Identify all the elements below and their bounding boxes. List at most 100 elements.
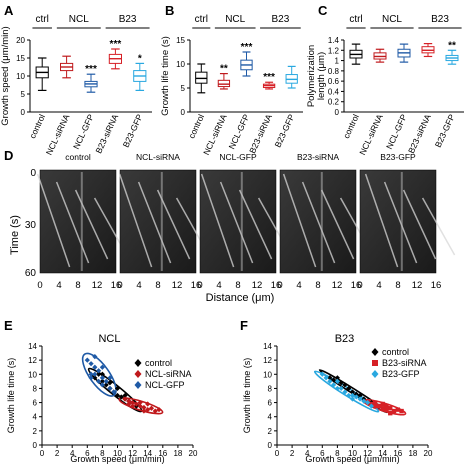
data-point (334, 375, 340, 381)
data-point (141, 408, 147, 414)
y-tick-label: 8 (33, 384, 38, 393)
data-point (141, 404, 147, 411)
kymo-xtick-label: 12 (172, 280, 183, 291)
y-tick-label: 14 (263, 342, 272, 351)
kymo-streak (421, 197, 456, 256)
kymo-xtick-label: 4 (136, 280, 141, 291)
data-point (388, 406, 393, 411)
significance-mark: ** (220, 64, 228, 75)
legend-marker (372, 360, 378, 366)
category-label: NCL-siRNA (201, 112, 229, 156)
category-label: B23-GFP (272, 112, 296, 149)
data-point (107, 385, 113, 392)
data-point (353, 394, 359, 400)
category-label: NCL-GFP (384, 112, 409, 150)
kymo-ylabel: Time (s) (9, 215, 21, 255)
data-point (130, 403, 136, 409)
group-label-b23: B23 (272, 14, 290, 25)
y-axis-label: Growth life time (s) (160, 36, 171, 116)
x-tick-label: 12 (363, 449, 372, 458)
y-axis-label-line1: Polymerization (306, 45, 317, 107)
group-label-ncl: NCL (69, 14, 89, 25)
y-tick-label: 1 (335, 57, 340, 66)
data-point (380, 401, 385, 407)
x-axis-label: Growth speed (μm/min) (70, 454, 164, 464)
x-tick-label: 18 (173, 449, 182, 458)
data-point (99, 364, 105, 370)
category-label: B23-siRNA (247, 112, 274, 155)
data-point (399, 408, 404, 414)
y-tick-label: 6 (268, 399, 273, 408)
kymo-title-3: NCL-GFP (219, 152, 257, 162)
data-point (99, 378, 105, 384)
category-label: NCL-siRNA (44, 112, 72, 156)
data-point (384, 403, 389, 409)
kymograph-image-1 (39, 169, 117, 274)
kymo-title-2: NCL-siRNA (136, 152, 180, 162)
kymo-xtick-label: 0 (277, 280, 282, 291)
x-tick-label: 18 (408, 449, 417, 458)
category-label: control (27, 113, 47, 140)
data-point (107, 375, 113, 381)
kymo-title-4: B23-siRNA (297, 152, 339, 162)
x-axis-label: Growth speed (μm/min) (305, 454, 399, 464)
x-tick-label: 6 (320, 449, 325, 458)
box-plot-growth-life-time: 0 5 10 15 Growth life time (s) ctrl NCL B23 cont… (160, 14, 303, 157)
data-point (319, 371, 325, 377)
kymo-streak (200, 173, 235, 268)
y-tick-label: 8 (268, 384, 273, 393)
data-point (346, 385, 352, 392)
data-point (99, 371, 105, 377)
kymo-xtick-label: 16 (271, 280, 282, 291)
panel-letter-c: C (318, 3, 328, 18)
kymo-xtick-label: 0 (357, 280, 362, 291)
legend-label: control (145, 358, 172, 368)
kymo-xtick-label: 8 (395, 280, 400, 291)
y-tick-label: 2 (268, 427, 273, 436)
x-tick-label: 20 (189, 449, 198, 458)
data-point (103, 378, 109, 384)
y-tick-label: 0.4 (328, 87, 340, 96)
x-tick-label: 6 (85, 449, 90, 458)
category-label: control (186, 113, 206, 140)
x-tick-label: 4 (70, 449, 75, 458)
kymo-xtick-label: 0 (197, 280, 202, 291)
kymo-streak (137, 181, 172, 264)
scatter-ncl: NCL 0 2 4 6 8 10 12 14 0 2 4 6 8 10 12 14 16 18 20 Growth li… (6, 333, 198, 464)
y-tick-label: 2 (33, 427, 38, 436)
y-tick-label: 0 (268, 441, 273, 450)
kymo-streak (156, 189, 191, 260)
kymo-streak (55, 181, 90, 264)
category-label: B23-GFP (433, 112, 457, 149)
y-tick-label: 14 (28, 342, 37, 351)
data-point (380, 406, 385, 411)
group-label-ncl: NCL (382, 14, 402, 25)
data-point (96, 378, 102, 384)
data-point (92, 354, 98, 360)
category-label: NCL-GFP (71, 112, 96, 150)
data-point (103, 382, 109, 388)
y-tick-label: 5 (181, 84, 186, 93)
y-axis-label-line2: length (μm) (316, 52, 327, 100)
data-point (368, 403, 374, 409)
y-tick-label: 0.8 (328, 67, 340, 76)
data-point (126, 401, 132, 407)
data-point (96, 368, 102, 374)
group-label-b23: B23 (431, 14, 449, 25)
data-point (346, 392, 352, 399)
data-point (391, 408, 397, 414)
y-tick-label: 0 (33, 441, 38, 450)
legend-marker (371, 370, 379, 378)
box-plot-polymerization-length: 00.2 0.40.60.81 1.21.4 Polymerization length… (306, 14, 464, 157)
y-tick-label: 20 (16, 36, 25, 45)
significance-mark: *** (263, 72, 275, 83)
kymograph-image-3 (199, 169, 277, 274)
significance-mark: *** (241, 42, 253, 53)
data-point (137, 403, 143, 409)
data-point (342, 389, 348, 395)
kymo-xtick-label: 8 (155, 280, 160, 291)
y-tick-label: 10 (28, 370, 37, 379)
category-label: B23-GFP (121, 112, 145, 149)
panel-letter-d: D (4, 148, 13, 163)
